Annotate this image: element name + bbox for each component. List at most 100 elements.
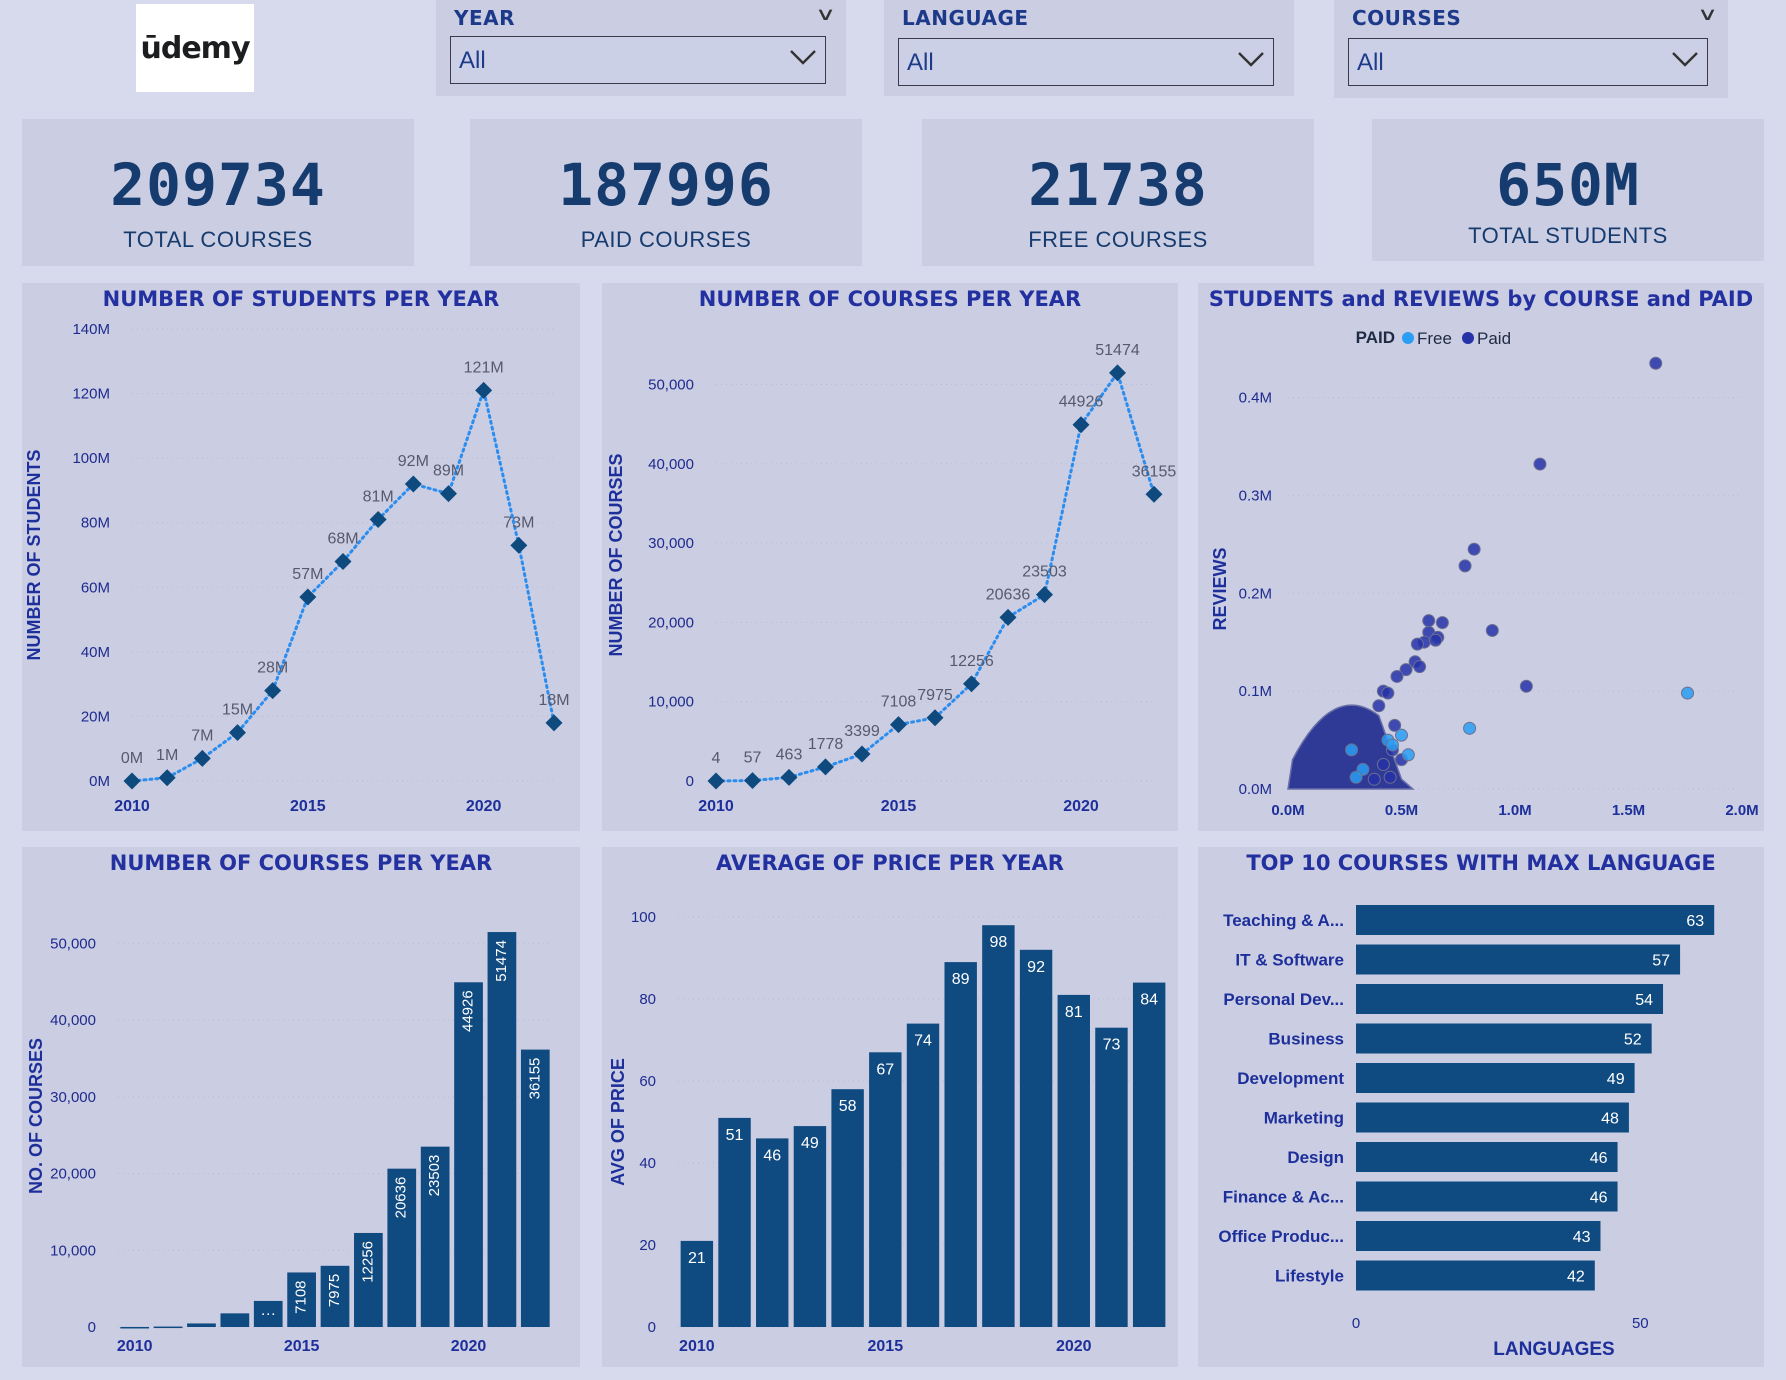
kpi-total-courses: 209734 TOTAL COURSES bbox=[22, 119, 414, 266]
y-tick-label: 0.0M bbox=[1239, 781, 1272, 798]
data-point bbox=[817, 758, 834, 776]
x-tick-label: 0.5M bbox=[1385, 802, 1418, 819]
scatter-point bbox=[1399, 663, 1413, 677]
chevron-down-icon[interactable]: ∨ bbox=[1696, 4, 1718, 24]
scatter-point bbox=[1367, 772, 1381, 786]
y-tick-label: 30,000 bbox=[50, 1089, 96, 1106]
data-label: 20636 bbox=[986, 586, 1031, 603]
bar bbox=[1057, 994, 1090, 1327]
data-label: 23503 bbox=[1022, 564, 1067, 581]
data-label: 36155 bbox=[1132, 463, 1177, 480]
category-label: IT & Software bbox=[1235, 951, 1344, 970]
x-tick-label: 2015 bbox=[290, 798, 326, 815]
bar bbox=[187, 1323, 216, 1327]
year-slicer[interactable]: YEAR ∨ All bbox=[436, 0, 846, 96]
kpi-value: 650M bbox=[1496, 151, 1640, 219]
kpi-value: 21738 bbox=[1028, 151, 1208, 219]
scatter-point bbox=[1401, 748, 1415, 762]
data-point bbox=[963, 675, 980, 693]
data-label: 57 bbox=[744, 750, 762, 767]
data-label: 12256 bbox=[359, 1241, 376, 1283]
y-tick-label: 40 bbox=[639, 1155, 656, 1172]
data-point bbox=[744, 772, 761, 790]
bar bbox=[287, 1272, 316, 1327]
dropdown-value: All bbox=[1357, 49, 1384, 76]
dropdown-arrow-icon[interactable] bbox=[1237, 45, 1265, 73]
category-label: Lifestyle bbox=[1275, 1267, 1344, 1286]
category-label: Development bbox=[1237, 1069, 1344, 1088]
language-dropdown[interactable]: All bbox=[898, 38, 1274, 86]
year-dropdown[interactable]: All bbox=[450, 36, 826, 84]
data-label: 57 bbox=[1652, 953, 1670, 970]
bar bbox=[1356, 1102, 1629, 1133]
bar bbox=[120, 1326, 150, 1329]
data-label: 15M bbox=[222, 702, 253, 719]
x-tick-label: 2020 bbox=[1056, 1338, 1092, 1355]
courses-bar-plot: 0 10,000 20,000 30,000 40,000 50,000 NO. OF CO… bbox=[26, 932, 552, 1355]
data-label: 51474 bbox=[493, 940, 510, 982]
data-label: 3399 bbox=[844, 723, 880, 740]
dropdown-arrow-icon[interactable] bbox=[1671, 45, 1699, 73]
data-point bbox=[475, 381, 493, 399]
x-tick-label: 0 bbox=[1352, 1315, 1360, 1332]
legend-label: Free bbox=[1417, 329, 1452, 348]
y-tick-label: 0.3M bbox=[1239, 487, 1272, 504]
chart-title: NUMBER OF STUDENTS PER YEAR bbox=[102, 287, 500, 311]
y-tick-label: 0.2M bbox=[1239, 585, 1272, 602]
languages-bar-plot: Teaching & A... 63 IT & Software 57 Personal… bbox=[1218, 905, 1715, 1360]
y-tick-label: 40,000 bbox=[50, 1012, 96, 1029]
data-label: 7108 bbox=[293, 1280, 310, 1313]
data-point bbox=[780, 768, 798, 786]
chart-title: NUMBER OF COURSES PER YEAR bbox=[109, 851, 493, 875]
udemy-logo: ūdemy bbox=[136, 4, 254, 92]
y-tick-label: 0 bbox=[648, 1319, 656, 1336]
top-languages-bar-chart: TOP 10 COURSES WITH MAX LANGUAGE Teachin… bbox=[1198, 847, 1764, 1367]
dropdown-arrow-icon[interactable] bbox=[789, 43, 817, 71]
data-label: 7108 bbox=[881, 694, 917, 711]
kpi-label: TOTAL STUDENTS bbox=[1468, 223, 1668, 248]
data-label: 89M bbox=[433, 463, 464, 480]
slicer-title: LANGUAGE bbox=[902, 6, 1029, 30]
bar bbox=[387, 1168, 417, 1327]
chart-title: STUDENTS and REVIEWS by COURSE and PAID bbox=[1208, 287, 1754, 311]
bar bbox=[944, 962, 977, 1327]
bar bbox=[718, 1117, 751, 1327]
x-tick-label: 50 bbox=[1632, 1315, 1649, 1332]
students-line-plot: 0M 20M 40M 60M 80M 100M 120M 140M NUMBER OF STUD… bbox=[24, 321, 570, 815]
y-tick-label: 0.1M bbox=[1239, 683, 1272, 700]
data-label: 81M bbox=[363, 488, 394, 505]
y-axis-title: NUMBER OF COURSES bbox=[606, 453, 626, 656]
scatter-point bbox=[1381, 686, 1395, 700]
legend-free-marker bbox=[1402, 332, 1414, 344]
y-tick-label: 80M bbox=[81, 515, 110, 532]
scatter-point bbox=[1485, 623, 1499, 637]
data-label: 51 bbox=[726, 1127, 744, 1144]
courses-dropdown[interactable]: All bbox=[1348, 38, 1708, 86]
y-tick-label: 40M bbox=[81, 644, 110, 661]
scatter-point bbox=[1345, 743, 1359, 757]
y-tick-label: 0.4M bbox=[1239, 390, 1272, 407]
y-tick-label: 140M bbox=[72, 321, 110, 338]
scatter-point bbox=[1410, 637, 1424, 651]
scatter-point bbox=[1372, 699, 1386, 713]
data-label: 28M bbox=[257, 660, 288, 677]
data-label: 44926 bbox=[1059, 394, 1104, 411]
bar bbox=[420, 1146, 450, 1327]
chevron-down-icon[interactable]: ∨ bbox=[814, 4, 836, 24]
y-tick-label: 10,000 bbox=[648, 694, 694, 711]
legend-title: PAID bbox=[1356, 328, 1395, 347]
courses-slicer[interactable]: COURSES ∨ All bbox=[1334, 0, 1728, 98]
courses-line-plot: 0 10,000 20,000 30,000 40,000 50,000 NUMBER OF… bbox=[606, 342, 1177, 815]
data-label: 51474 bbox=[1095, 342, 1140, 359]
scatter-point bbox=[1383, 770, 1397, 784]
data-point bbox=[1072, 416, 1090, 434]
scatter-point bbox=[1388, 718, 1402, 732]
data-point bbox=[264, 682, 282, 700]
scatter-point bbox=[1429, 633, 1443, 647]
y-tick-label: 30,000 bbox=[648, 535, 694, 552]
data-point bbox=[853, 745, 871, 763]
language-slicer[interactable]: LANGUAGE All bbox=[884, 0, 1294, 96]
bar bbox=[756, 1138, 789, 1327]
bar bbox=[869, 1052, 902, 1327]
data-label: 7975 bbox=[917, 687, 953, 704]
